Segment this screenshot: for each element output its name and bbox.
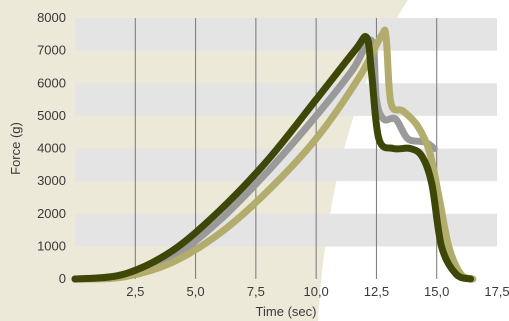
gridband-group	[75, 18, 497, 247]
x-tick-label: 2,5	[126, 284, 144, 299]
x-tick-label: 15,0	[424, 284, 449, 299]
y-tick-label: 7000	[37, 43, 66, 58]
y-tick-label: 4000	[37, 141, 66, 156]
y-tick-label: 0	[59, 271, 66, 286]
grid-band	[75, 213, 497, 247]
x-tick-label: 17,5	[484, 284, 509, 299]
y-tick-label: 1000	[37, 238, 66, 253]
series-line-3	[71, 33, 474, 283]
grid-band	[75, 83, 497, 116]
series-line-2	[71, 26, 477, 283]
y-tick-label: 3000	[37, 173, 66, 188]
y-tick-label: 6000	[37, 75, 66, 90]
x-axis-label: Time (sec)	[256, 304, 317, 319]
x-tick-label: 10,0	[303, 284, 328, 299]
grid-band	[75, 18, 497, 51]
y-tick-label: 8000	[37, 10, 66, 25]
x-tick-label: 7,5	[247, 284, 265, 299]
x-tick-labels: 2,5 5,0 7,5 10,0 12,5 15,0 17,5	[126, 284, 509, 299]
x-tick-label: 5,0	[187, 284, 205, 299]
y-tick-label: 2000	[37, 206, 66, 221]
series-group	[71, 26, 477, 283]
x-tick-label: 12,5	[364, 284, 389, 299]
y-axis-label: Force (g)	[8, 122, 23, 175]
y-tick-label: 5000	[37, 108, 66, 123]
series-line-1	[71, 36, 438, 283]
y-tick-labels: 0 1000 2000 3000 4000 5000 6000 7000 8000	[37, 10, 66, 286]
